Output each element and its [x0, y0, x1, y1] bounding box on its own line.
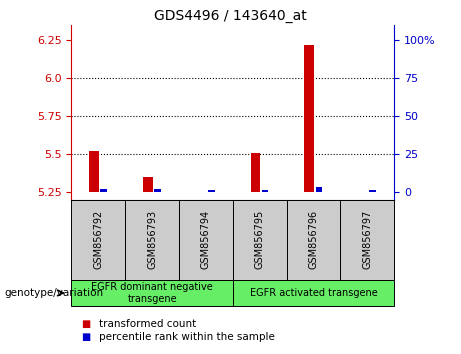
Bar	[89, 151, 99, 192]
Text: GSM856793: GSM856793	[147, 210, 157, 269]
Bar	[179, 200, 233, 280]
Bar	[154, 189, 161, 192]
Text: GDS4496 / 143640_at: GDS4496 / 143640_at	[154, 9, 307, 23]
Bar	[251, 153, 260, 192]
Bar	[340, 200, 394, 280]
Text: GSM856796: GSM856796	[308, 210, 319, 269]
Bar	[369, 190, 376, 192]
Bar	[143, 177, 153, 192]
Text: transformed count: transformed count	[99, 319, 196, 329]
Bar	[233, 200, 287, 280]
Bar	[71, 200, 125, 280]
Text: EGFR dominant negative
transgene: EGFR dominant negative transgene	[91, 282, 213, 304]
Text: percentile rank within the sample: percentile rank within the sample	[99, 332, 275, 342]
Bar	[125, 200, 179, 280]
Bar	[287, 200, 340, 280]
Text: GSM856797: GSM856797	[362, 210, 372, 269]
Text: ■: ■	[81, 332, 90, 342]
Text: ■: ■	[81, 319, 90, 329]
Text: genotype/variation: genotype/variation	[5, 288, 104, 298]
Bar	[316, 187, 322, 192]
Bar	[71, 280, 233, 306]
Bar	[304, 45, 314, 192]
Bar	[262, 190, 268, 192]
Bar	[100, 189, 107, 192]
Bar	[208, 190, 214, 192]
Bar	[233, 280, 394, 306]
Text: EGFR activated transgene: EGFR activated transgene	[249, 288, 378, 298]
Text: GSM856792: GSM856792	[93, 210, 103, 269]
Text: GSM856795: GSM856795	[254, 210, 265, 269]
Text: GSM856794: GSM856794	[201, 210, 211, 269]
